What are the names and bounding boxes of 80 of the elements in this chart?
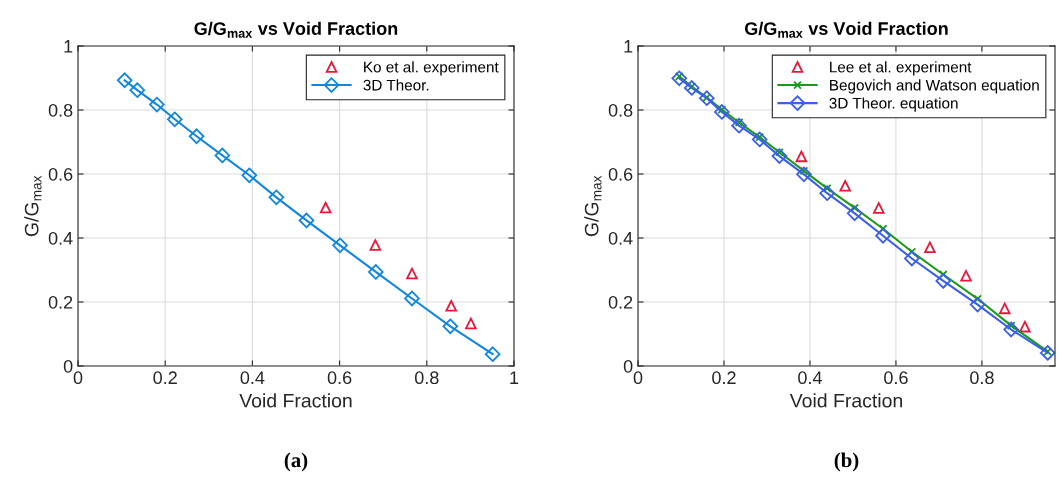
x-tick-label: 0 [73, 371, 83, 385]
y-tick-label: 0.4 [48, 231, 73, 245]
point [819, 185, 835, 201]
point [699, 90, 715, 106]
y-tick-label: 0.8 [48, 103, 73, 117]
x-axis-title: Void Fraction [789, 393, 902, 408]
point [671, 70, 688, 87]
x-tick-label: 0.8 [970, 371, 994, 385]
y-axis-title: G/G$_{max}$ [24, 175, 42, 237]
point [969, 296, 986, 313]
point [167, 111, 183, 128]
point [404, 290, 420, 307]
x-axis-title: Void Fraction [239, 393, 352, 408]
point [960, 269, 972, 282]
point [839, 180, 851, 192]
point [751, 131, 768, 148]
x-tick-label: 1 [510, 371, 519, 384]
point [1003, 321, 1019, 338]
x-tick-label: 0.2 [153, 371, 177, 385]
point [484, 346, 501, 362]
point [714, 104, 730, 120]
legend-label: Lee et al. experiment [830, 61, 972, 76]
chart-title: G/G$_{max}$ vs Void Fraction [194, 21, 398, 38]
point [442, 318, 459, 335]
x-tick-label: 0.6 [884, 371, 908, 385]
point [973, 294, 982, 304]
point [188, 128, 205, 145]
point [129, 82, 146, 98]
y-tick-label: 1 [64, 40, 73, 53]
point [241, 167, 258, 184]
y-tick-label: 0.2 [608, 295, 633, 309]
point [214, 147, 231, 164]
point [465, 317, 477, 330]
point [850, 203, 860, 213]
y-tick-label: 1 [624, 40, 633, 53]
point [1019, 320, 1031, 333]
chart-title: G/G$_{max}$ vs Void Fraction [744, 21, 948, 38]
point [369, 239, 382, 251]
x-tick-label: 0.8 [414, 371, 439, 385]
y-tick-label: 0 [623, 359, 633, 373]
x-tick-label: 0.4 [240, 371, 265, 385]
point [149, 96, 165, 113]
x-tick-label: 0.6 [327, 371, 352, 385]
point [332, 237, 348, 254]
point [445, 300, 457, 312]
y-tick-label: 0.8 [608, 103, 633, 117]
point [924, 241, 936, 254]
x-tick-label: 0 [633, 371, 643, 385]
point [268, 189, 285, 206]
legend-label: Begovich and Watson equation [830, 79, 1039, 94]
y-tick-label: 0.6 [608, 167, 633, 181]
point [731, 117, 747, 134]
point [846, 205, 863, 222]
point [872, 202, 885, 214]
point [116, 72, 133, 89]
y-axis-title: G/G$_{max}$ [584, 175, 602, 237]
point [368, 264, 384, 280]
point [796, 166, 812, 183]
point [683, 80, 700, 96]
point [998, 302, 1011, 315]
point [795, 150, 808, 163]
y-tick-label: 0.2 [48, 295, 73, 309]
legend-label: 3D Theor. equation [829, 97, 958, 112]
legend-label: Ko et al. experiment [364, 61, 499, 76]
point [904, 250, 920, 267]
point [875, 227, 891, 244]
y-tick-label: 0.4 [608, 231, 633, 245]
x-tick-label: 0.2 [712, 371, 736, 385]
point [1039, 345, 1055, 361]
point [406, 267, 418, 280]
point [771, 148, 788, 164]
point [298, 212, 315, 229]
point [319, 201, 332, 214]
point [935, 273, 952, 289]
y-tick-label: 0.6 [48, 167, 73, 181]
legend-label: 3D Theor. [363, 79, 429, 91]
x-tick-label: 0.4 [798, 371, 822, 385]
y-tick-label: 0 [63, 359, 73, 373]
text: (a) [284, 452, 308, 472]
text: (b) [834, 452, 859, 472]
